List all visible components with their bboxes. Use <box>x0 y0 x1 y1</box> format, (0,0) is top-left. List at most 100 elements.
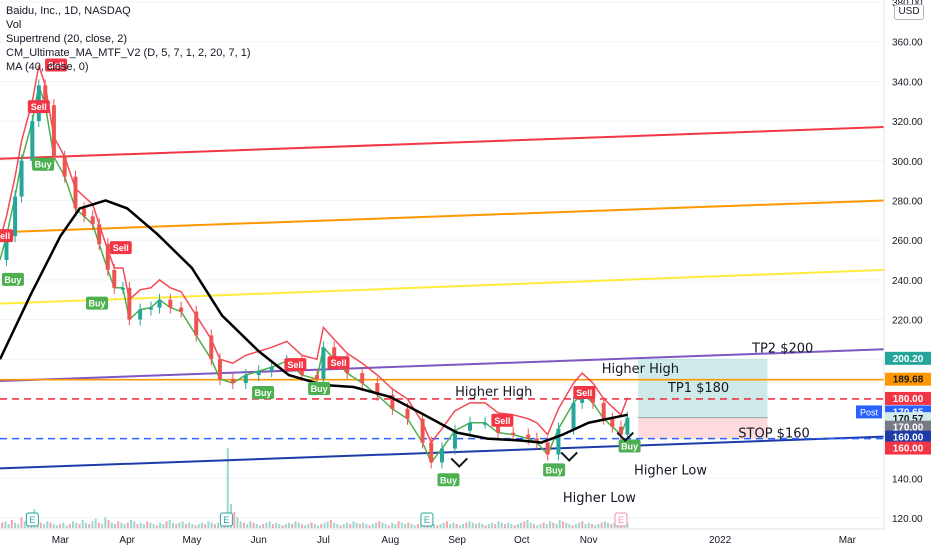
volume-bar <box>133 521 136 528</box>
volume-bar <box>126 522 129 528</box>
volume-bar <box>326 521 329 528</box>
volume-bar <box>213 524 216 528</box>
legend-vol[interactable]: Vol <box>6 19 22 31</box>
price-tag-label: 189.68 <box>893 375 924 386</box>
volume-bar <box>284 524 287 528</box>
time-tick-label: Oct <box>514 535 530 546</box>
price-tag: 170.00 <box>885 420 931 434</box>
volume-bar <box>168 520 171 528</box>
candle-body <box>82 208 87 217</box>
volume-bar <box>555 524 558 528</box>
price-tag-box <box>885 420 931 434</box>
volume-bar <box>159 522 162 528</box>
volume-bar <box>72 521 75 528</box>
volume-bar <box>613 522 616 528</box>
price-tag-box <box>885 441 931 455</box>
volume-bar <box>355 522 358 528</box>
signal-box <box>543 463 566 477</box>
candle-body <box>97 224 102 245</box>
legend-cm-ma[interactable]: CM_Ultimate_MA_MTF_V2 (D, 5, 7, 1, 2, 20… <box>6 47 251 59</box>
time-tick-label: Sep <box>448 535 466 546</box>
price-tag-label: 200.20 <box>893 354 924 365</box>
price-axis-bg <box>884 0 932 550</box>
volume-bar <box>336 524 339 528</box>
volume-bar <box>352 521 355 528</box>
volume-bar <box>481 524 484 528</box>
volume-bar <box>78 524 81 528</box>
volume-bar <box>139 522 142 528</box>
volume-bars <box>1 448 629 528</box>
signal-label: Buy <box>440 475 457 485</box>
volume-bar <box>439 524 442 528</box>
volume-bar <box>510 524 513 528</box>
legend-supertrend[interactable]: Supertrend (20, close, 2) <box>6 33 128 45</box>
signal-label: Buy <box>35 160 52 170</box>
price-tag-label: 170.00 <box>893 423 924 434</box>
volume-bar <box>471 522 474 528</box>
volume-bar <box>607 522 610 528</box>
volume-bar <box>558 520 561 528</box>
volume-bar <box>610 524 613 528</box>
volume-bar <box>252 522 255 528</box>
volume-bar <box>323 522 326 528</box>
candle-body <box>13 196 18 237</box>
signal-box <box>327 356 350 370</box>
volume-bar <box>39 522 42 528</box>
candles <box>4 79 630 469</box>
volume-bar <box>474 524 477 528</box>
candle-body <box>545 442 550 455</box>
candle-body <box>30 121 35 161</box>
signal-label: Sell <box>494 416 510 426</box>
volume-bar <box>68 524 71 528</box>
volume-bar <box>590 524 593 528</box>
candle-body <box>19 160 24 197</box>
legend-ma[interactable]: MA (40, close, 0) <box>6 61 89 73</box>
candle-body <box>483 422 488 425</box>
volume-bar <box>236 517 239 528</box>
price-tag: 160.00 <box>885 430 931 444</box>
volume-bar <box>94 518 97 528</box>
volume-bar <box>246 524 249 528</box>
candle-body <box>43 85 48 106</box>
earnings-marker: E <box>614 512 628 527</box>
volume-bar <box>84 522 87 528</box>
signal-box <box>491 413 514 427</box>
candle-body <box>618 426 623 435</box>
price-tag-prefix: Post <box>860 407 879 417</box>
earnings-box <box>219 512 233 527</box>
currency-label[interactable]: USD <box>894 4 924 20</box>
signal-sell: Sell <box>45 58 68 72</box>
volume-bar <box>568 524 571 528</box>
volume-bar <box>587 522 590 528</box>
volume-bar <box>181 521 184 528</box>
volume-bar <box>117 521 120 528</box>
signal-buy: Buy <box>86 296 109 310</box>
volume-bar <box>619 525 622 528</box>
target-zone <box>638 358 768 418</box>
price-tick-label: 360.00 <box>892 38 923 49</box>
candle-body <box>51 105 56 157</box>
volume-bar <box>226 448 229 528</box>
price-tick-label: 320.00 <box>892 117 923 128</box>
volume-bar <box>200 522 203 528</box>
price-tick-label: 260.00 <box>892 236 923 247</box>
volume-bar <box>146 521 149 528</box>
volume-bar <box>194 525 197 528</box>
signal-box <box>109 241 132 255</box>
volume-bar <box>597 524 600 528</box>
volume-bar <box>552 522 555 528</box>
volume-bar <box>75 522 78 528</box>
time-tick-label: May <box>182 535 201 546</box>
signal-label: Buy <box>621 442 638 452</box>
volume-bar <box>436 525 439 528</box>
price-tag-box <box>885 391 931 405</box>
candle-body <box>62 156 67 177</box>
candle-body <box>314 375 319 380</box>
volume-bar <box>503 524 506 528</box>
volume-bar <box>155 525 158 528</box>
price-tick-label: 120.00 <box>892 514 923 525</box>
volume-bar <box>184 524 187 528</box>
signal-sell: Sell <box>573 385 596 399</box>
earnings-marker: E <box>25 512 39 527</box>
